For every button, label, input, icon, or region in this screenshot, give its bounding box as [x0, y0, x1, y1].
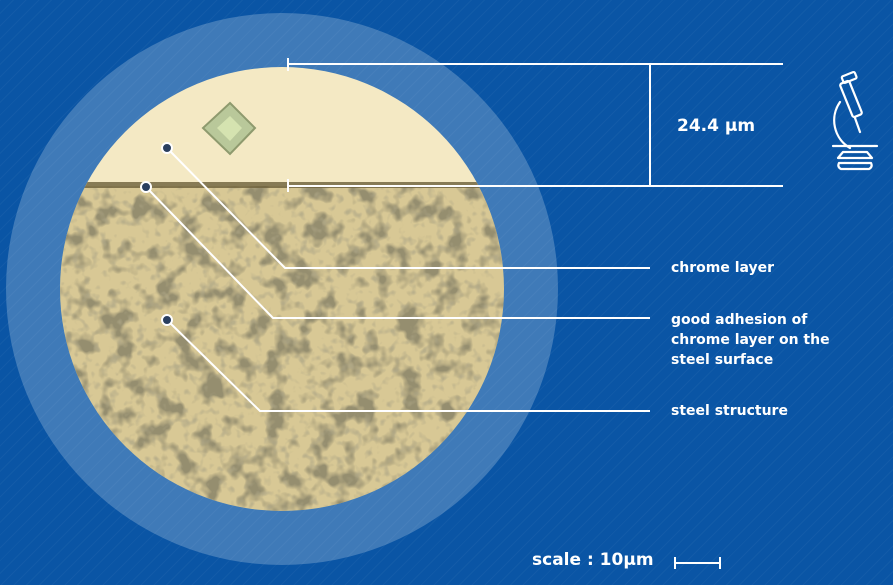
leader-adhesion: [145, 186, 650, 319]
callout-chrome-layer: chrome layer: [671, 260, 775, 276]
microscope-icon: [831, 70, 879, 171]
thickness-label: 24.4 µm: [677, 116, 756, 136]
callout-leaders: [140, 142, 650, 412]
marker-chrome-layer: [161, 142, 173, 154]
scale-label: scale : 10µm: [532, 550, 654, 570]
callout-steel-structure: steel structure: [671, 403, 788, 419]
leader-chrome-layer: [166, 147, 650, 269]
thickness-dimension: [287, 58, 783, 192]
marker-steel-structure: [161, 314, 173, 326]
callout-adhesion: good adhesion of chrome layer on the ste…: [671, 312, 830, 368]
leader-steel-structure: [166, 319, 650, 412]
scale-bar: [674, 557, 721, 569]
marker-adhesion: [140, 181, 152, 193]
